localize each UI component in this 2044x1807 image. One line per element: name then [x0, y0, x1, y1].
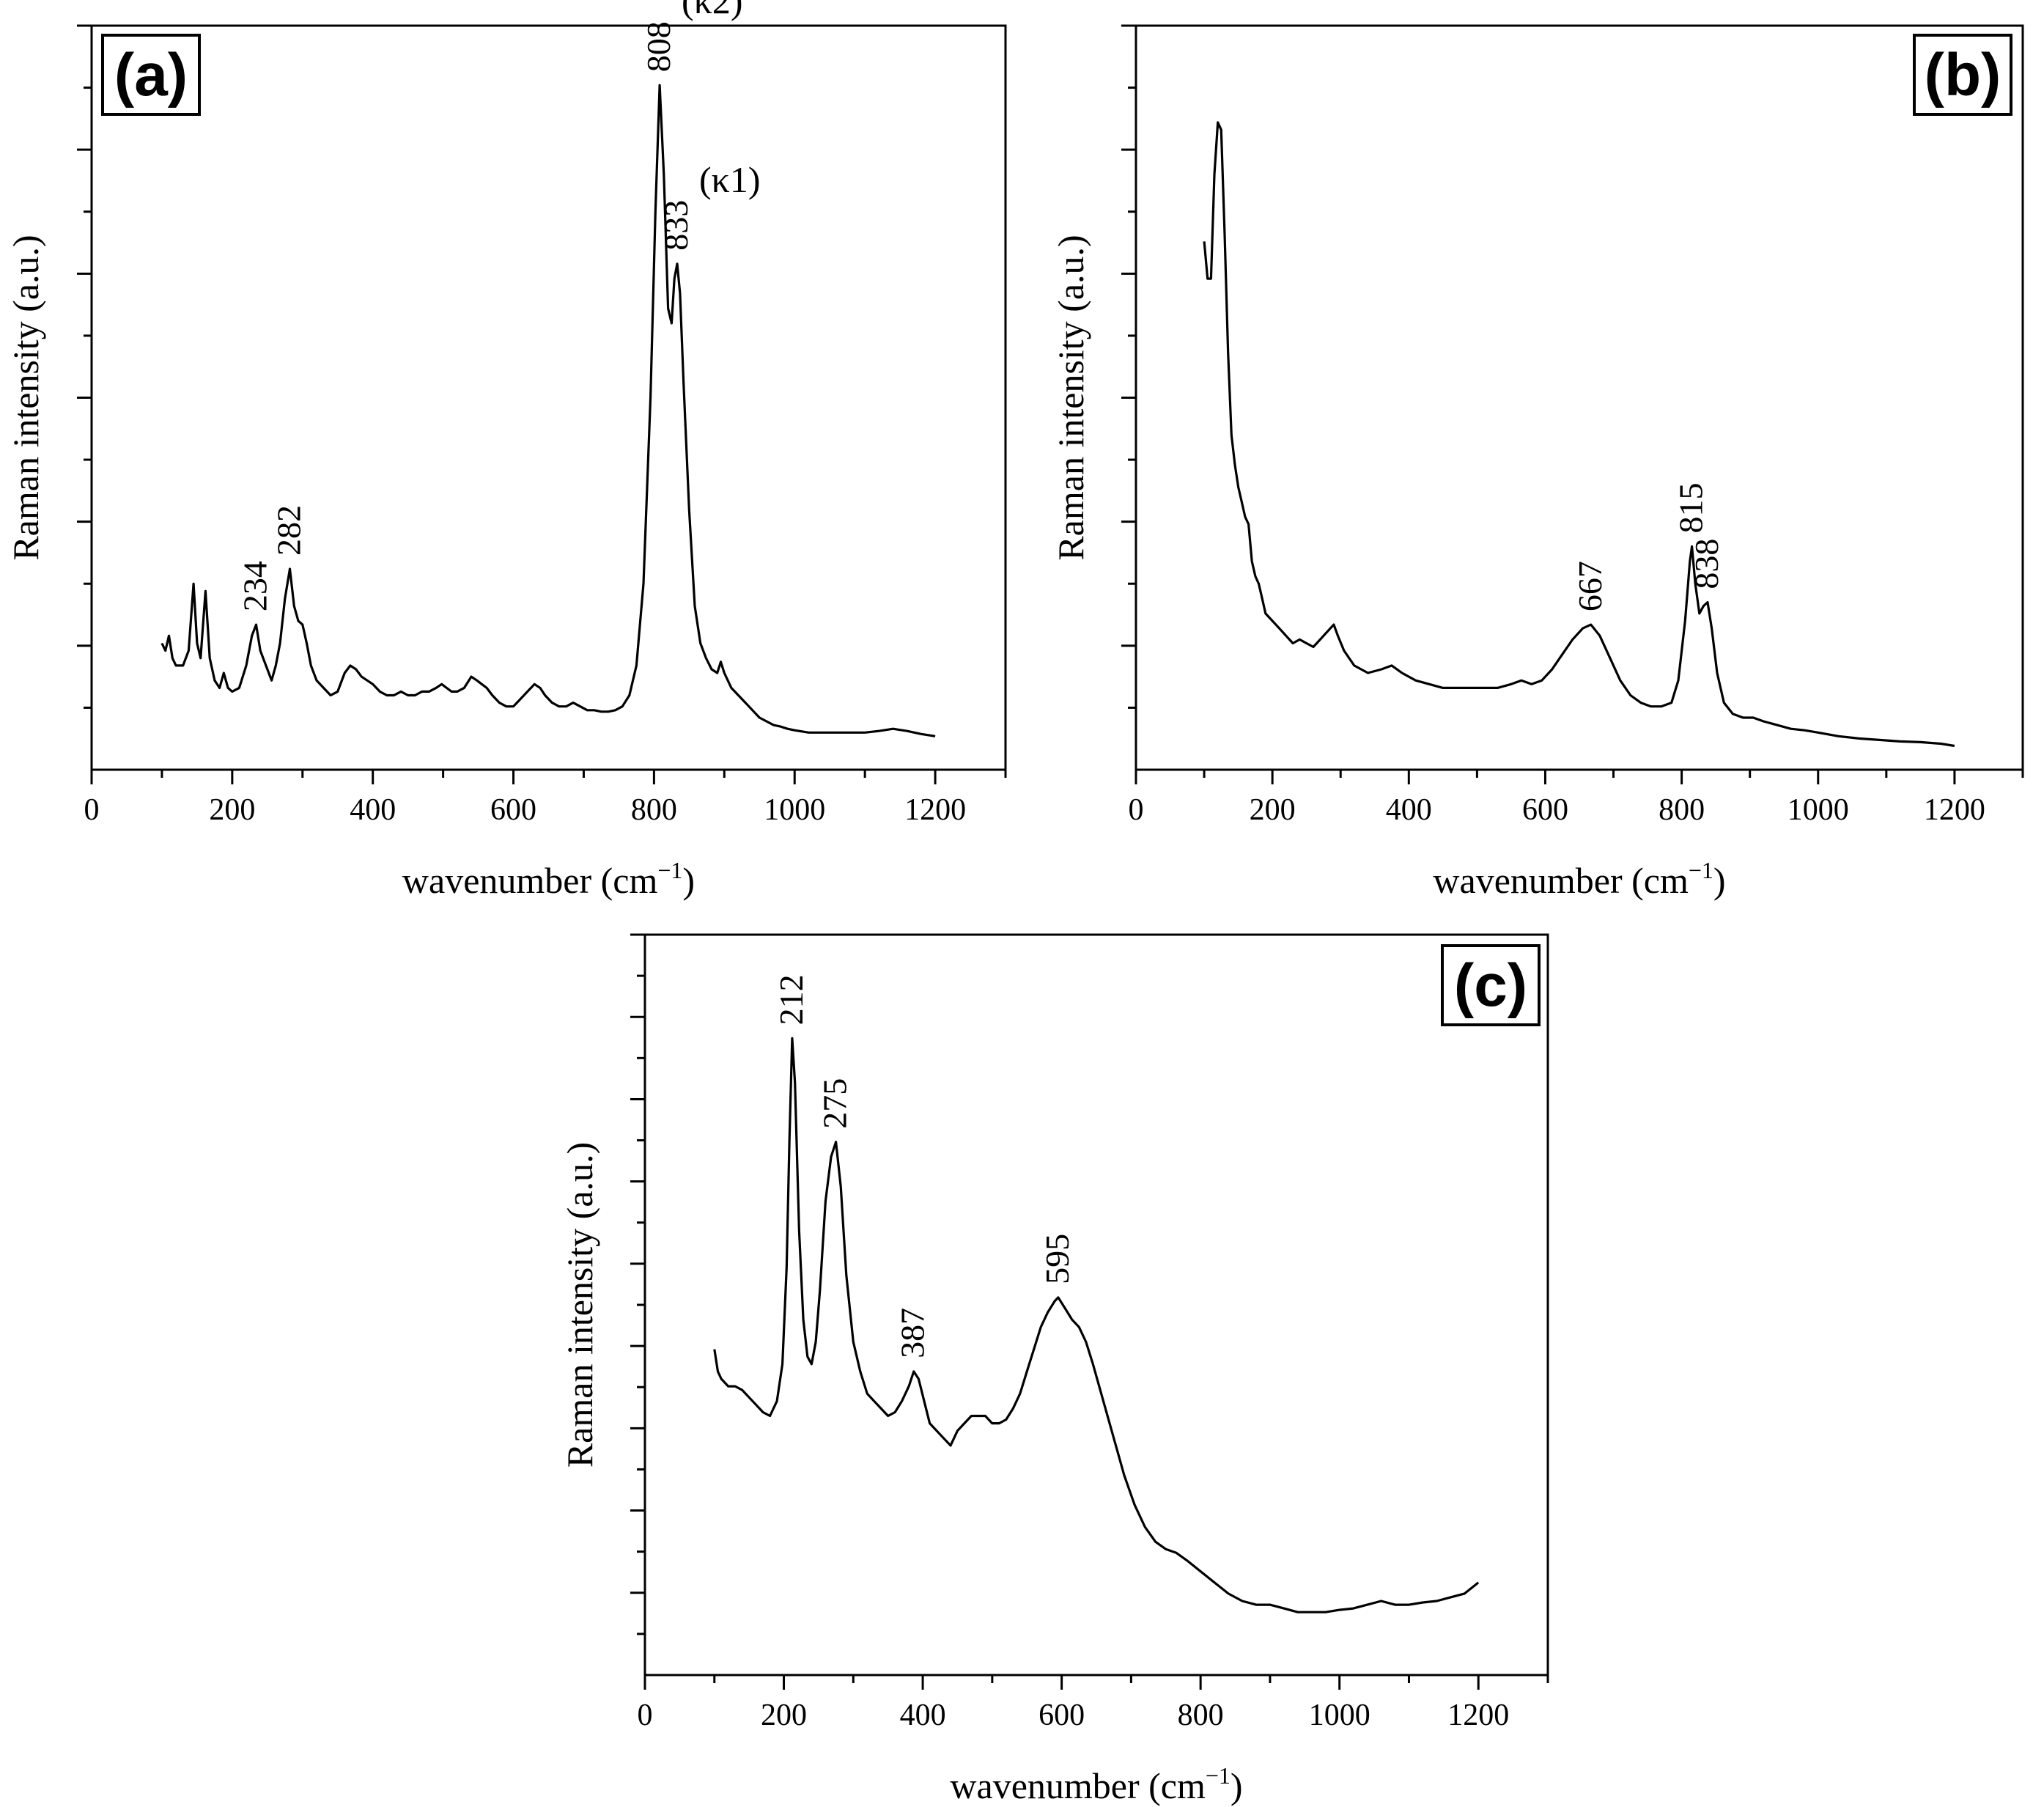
x-tick-label: 1200	[1447, 1699, 1509, 1732]
x-axis-label-main: wavenumber (cm	[1433, 860, 1689, 901]
panel-label: (a)	[114, 42, 188, 108]
spectrum-line	[161, 84, 936, 737]
panel-c: 0 200 400 600 800 1000 1200 wavenumber (cm−1) Ra…	[559, 933, 1549, 1806]
x-tick-label: 400	[350, 793, 396, 827]
x-axis-label-close: )	[1713, 860, 1726, 901]
x-tick-label: 200	[1250, 793, 1296, 827]
panel-a: 0 200 400 600 800 1000 1200 wavenumber (cm−1) Ra…	[5, 0, 1007, 901]
peak-label: 838	[1688, 539, 1725, 589]
x-axis-label-close: )	[682, 860, 695, 901]
y-axis-label: Raman intensity (a.u.)	[5, 235, 46, 560]
x-tick-label: 200	[761, 1699, 807, 1732]
mode-label: (κ1)	[699, 159, 761, 200]
x-axis-label: wavenumber (cm−1)	[950, 1762, 1242, 1806]
x-axis-label-superscript: −1	[1206, 1762, 1231, 1789]
x-tick-label: 1000	[764, 793, 825, 827]
x-tick-label: 0	[84, 793, 100, 827]
peak-label: 282	[270, 505, 308, 556]
y-axis-label: Raman intensity (a.u.)	[1050, 235, 1091, 560]
x-axis-label: wavenumber (cm−1)	[1433, 857, 1725, 901]
x-tick-label: 800	[631, 793, 677, 827]
spectrum-line	[713, 1037, 1480, 1613]
peak-label: 808	[640, 21, 677, 72]
x-axis-label-main: wavenumber (cm	[402, 860, 658, 901]
peak-label: 667	[1571, 561, 1609, 611]
panel-b: 0 200 400 600 800 1000 1200 wavenumber (cm−1) Ra…	[1050, 24, 2024, 901]
x-axis-label: wavenumber (cm−1)	[402, 857, 695, 901]
panel-label-box	[1913, 34, 2012, 116]
x-tick-label: 200	[209, 793, 255, 827]
x-tick-label: 1000	[1309, 1699, 1370, 1732]
x-tick-label: 0	[1129, 793, 1144, 827]
x-axis-label-main: wavenumber (cm	[950, 1765, 1206, 1806]
peak-label: 833	[657, 200, 695, 251]
peak-label: 815	[1672, 483, 1710, 534]
x-tick-label: 1200	[904, 793, 966, 827]
x-tick-label: 400	[900, 1699, 946, 1732]
panel-label-box	[1441, 944, 1541, 1026]
x-axis-label-superscript: −1	[1689, 857, 1713, 883]
panel-label-box	[101, 34, 201, 116]
x-tick-label: 600	[1522, 793, 1568, 827]
x-tick-label: 400	[1386, 793, 1432, 827]
x-tick-label: 1200	[1924, 793, 1985, 827]
peak-label: 275	[816, 1078, 854, 1129]
x-tick-label: 1000	[1787, 793, 1849, 827]
peak-label: 387	[894, 1308, 931, 1358]
peak-label: 212	[772, 974, 810, 1025]
x-tick-label: 600	[1038, 1699, 1085, 1732]
x-axis-label-close: )	[1231, 1765, 1243, 1806]
x-tick-label: 800	[1178, 1699, 1224, 1732]
x-tick-label: 800	[1659, 793, 1705, 827]
panel-label: (b)	[1925, 42, 2001, 108]
mode-label: (κ2)	[682, 0, 743, 21]
x-tick-label: 0	[638, 1699, 653, 1732]
panel-label: (c)	[1454, 952, 1527, 1019]
spectrum-line	[1203, 121, 1955, 748]
y-axis-label: Raman intensity (a.u.)	[559, 1142, 600, 1468]
peak-label: 595	[1038, 1234, 1076, 1284]
peak-label: 234	[236, 561, 273, 611]
x-axis-label-superscript: −1	[657, 857, 682, 883]
x-tick-label: 600	[490, 793, 536, 827]
